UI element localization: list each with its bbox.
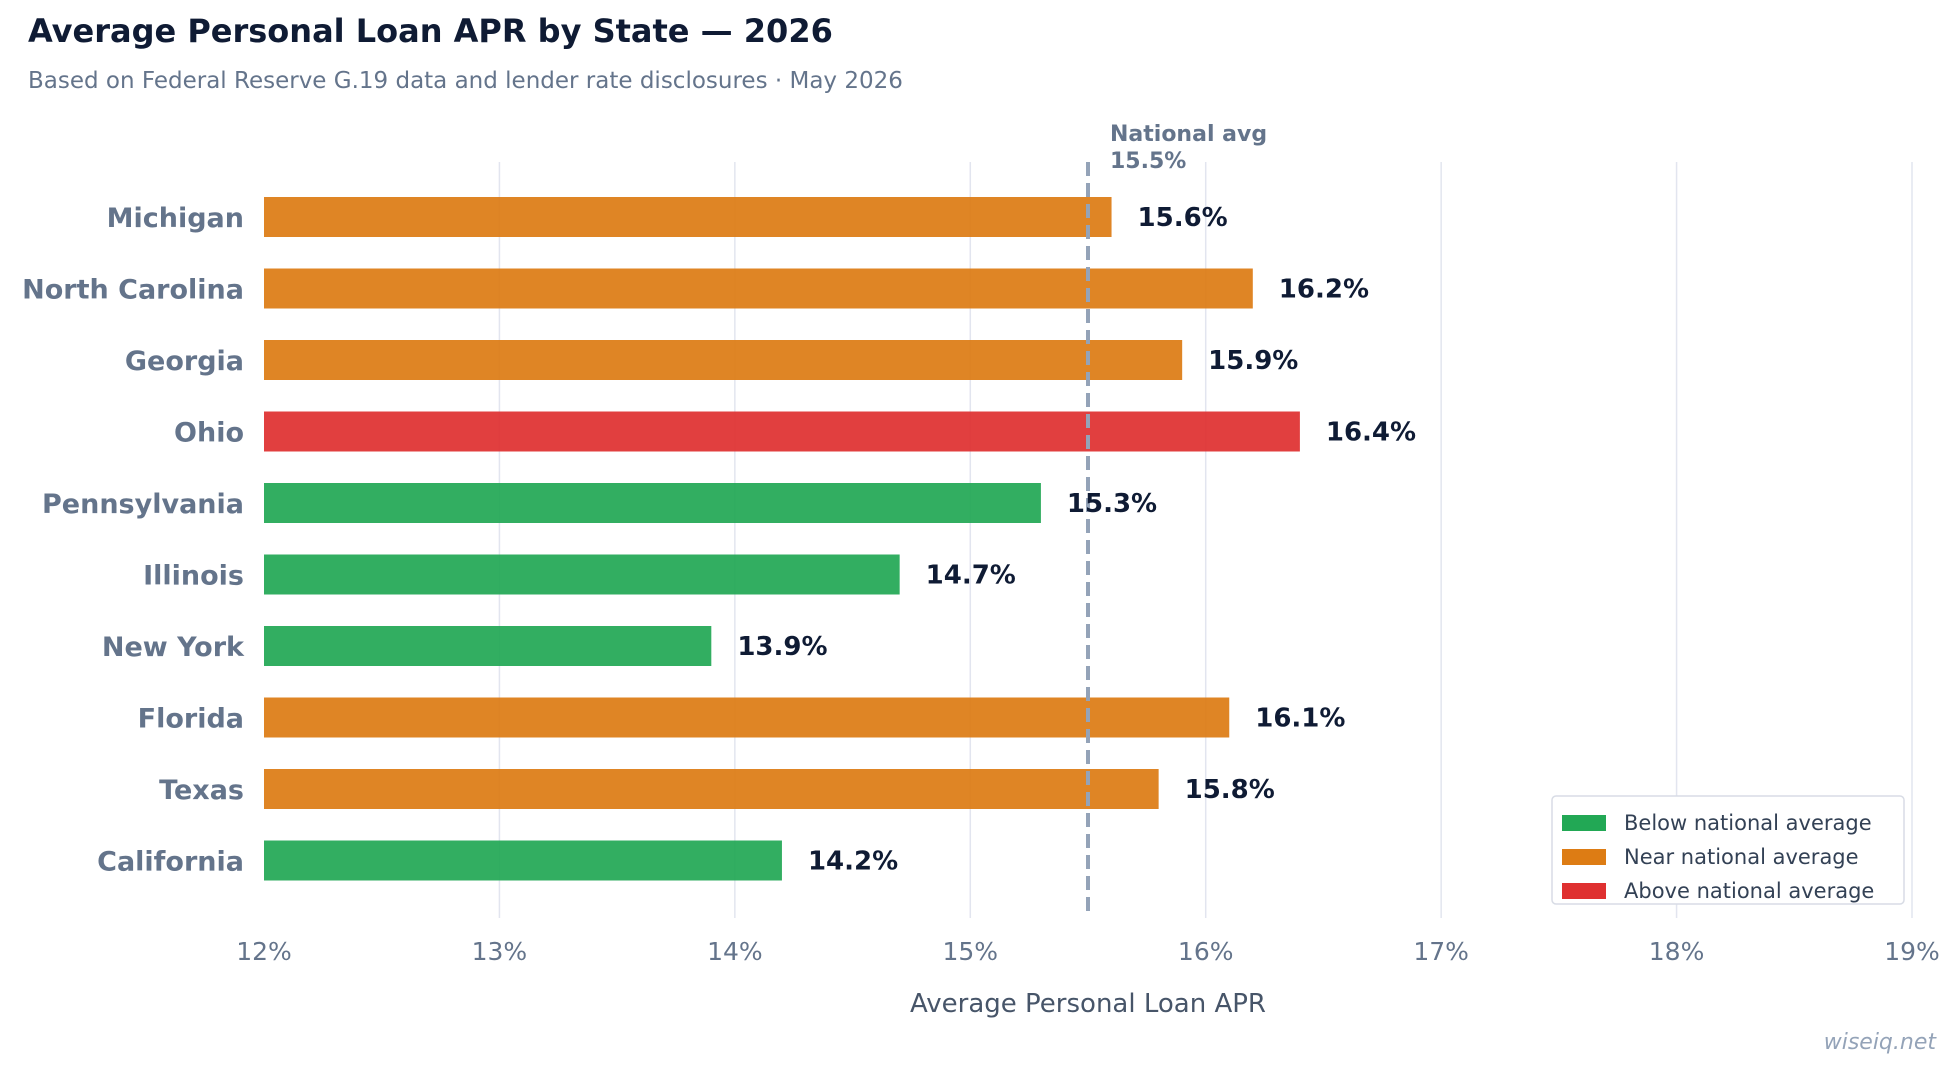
reference-line-value: 15.5% <box>1110 149 1186 174</box>
category-label: North Carolina <box>22 275 244 306</box>
legend-label-below: Below national average <box>1624 811 1872 835</box>
x-tick-label: 15% <box>942 937 998 966</box>
bar-texas <box>264 769 1159 809</box>
value-label: 15.8% <box>1185 775 1275 805</box>
legend-label-above: Above national average <box>1624 879 1874 903</box>
bar-north-carolina <box>264 268 1253 309</box>
x-tick-label: 14% <box>707 937 763 966</box>
category-label: California <box>97 847 244 878</box>
category-label: Pennsylvania <box>42 489 244 520</box>
x-tick-label: 13% <box>472 937 528 966</box>
watermark: wiseiq.net <box>1823 1030 1936 1055</box>
reference-line-label: National avg <box>1110 122 1267 147</box>
category-label: Illinois <box>143 561 244 592</box>
category-label: Michigan <box>107 203 244 234</box>
x-axis-label: Average Personal Loan APR <box>910 989 1266 1019</box>
x-tick-label: 19% <box>1884 937 1940 966</box>
bar-florida <box>264 697 1230 738</box>
chart-title: Average Personal Loan APR by State — 202… <box>28 12 833 50</box>
bar-michigan <box>264 197 1112 237</box>
value-label: 13.9% <box>737 632 827 662</box>
bar-new-york <box>264 626 712 666</box>
bars <box>264 197 1300 881</box>
category-label: Texas <box>159 775 244 806</box>
value-label: 16.1% <box>1255 704 1345 734</box>
value-label: 16.2% <box>1279 275 1369 305</box>
bar-pennsylvania <box>264 483 1041 523</box>
category-label: Georgia <box>125 346 244 377</box>
legend-swatch-below <box>1562 815 1606 831</box>
bar-georgia <box>264 340 1183 380</box>
value-label: 15.6% <box>1138 203 1228 233</box>
value-label: 15.9% <box>1208 346 1298 376</box>
bar-illinois <box>264 554 900 595</box>
legend: Below national average Near national aver… <box>1551 795 1905 905</box>
bar-ohio <box>264 411 1300 452</box>
x-tick-label: 17% <box>1413 937 1469 966</box>
legend-swatch-above <box>1562 883 1606 899</box>
x-tick-label: 16% <box>1178 937 1234 966</box>
category-label: Florida <box>138 704 244 735</box>
value-label: 14.7% <box>926 561 1016 591</box>
legend-swatch-near <box>1562 849 1606 865</box>
category-label: New York <box>102 632 245 663</box>
value-label: 16.4% <box>1326 418 1416 448</box>
x-tick-label: 12% <box>236 937 292 966</box>
chart-subtitle: Based on Federal Reserve G.19 data and l… <box>28 68 903 94</box>
legend-box <box>1551 795 1905 905</box>
value-label: 15.3% <box>1067 489 1157 519</box>
x-tick-label: 18% <box>1649 937 1705 966</box>
legend-label-near: Near national average <box>1624 845 1859 869</box>
category-label: Ohio <box>174 418 244 449</box>
value-label: 14.2% <box>808 847 898 877</box>
labels: 12% 13% 14% 15% 16% 17% 18% 19% Average Personal… <box>22 203 1940 1019</box>
bar-california <box>264 840 782 881</box>
